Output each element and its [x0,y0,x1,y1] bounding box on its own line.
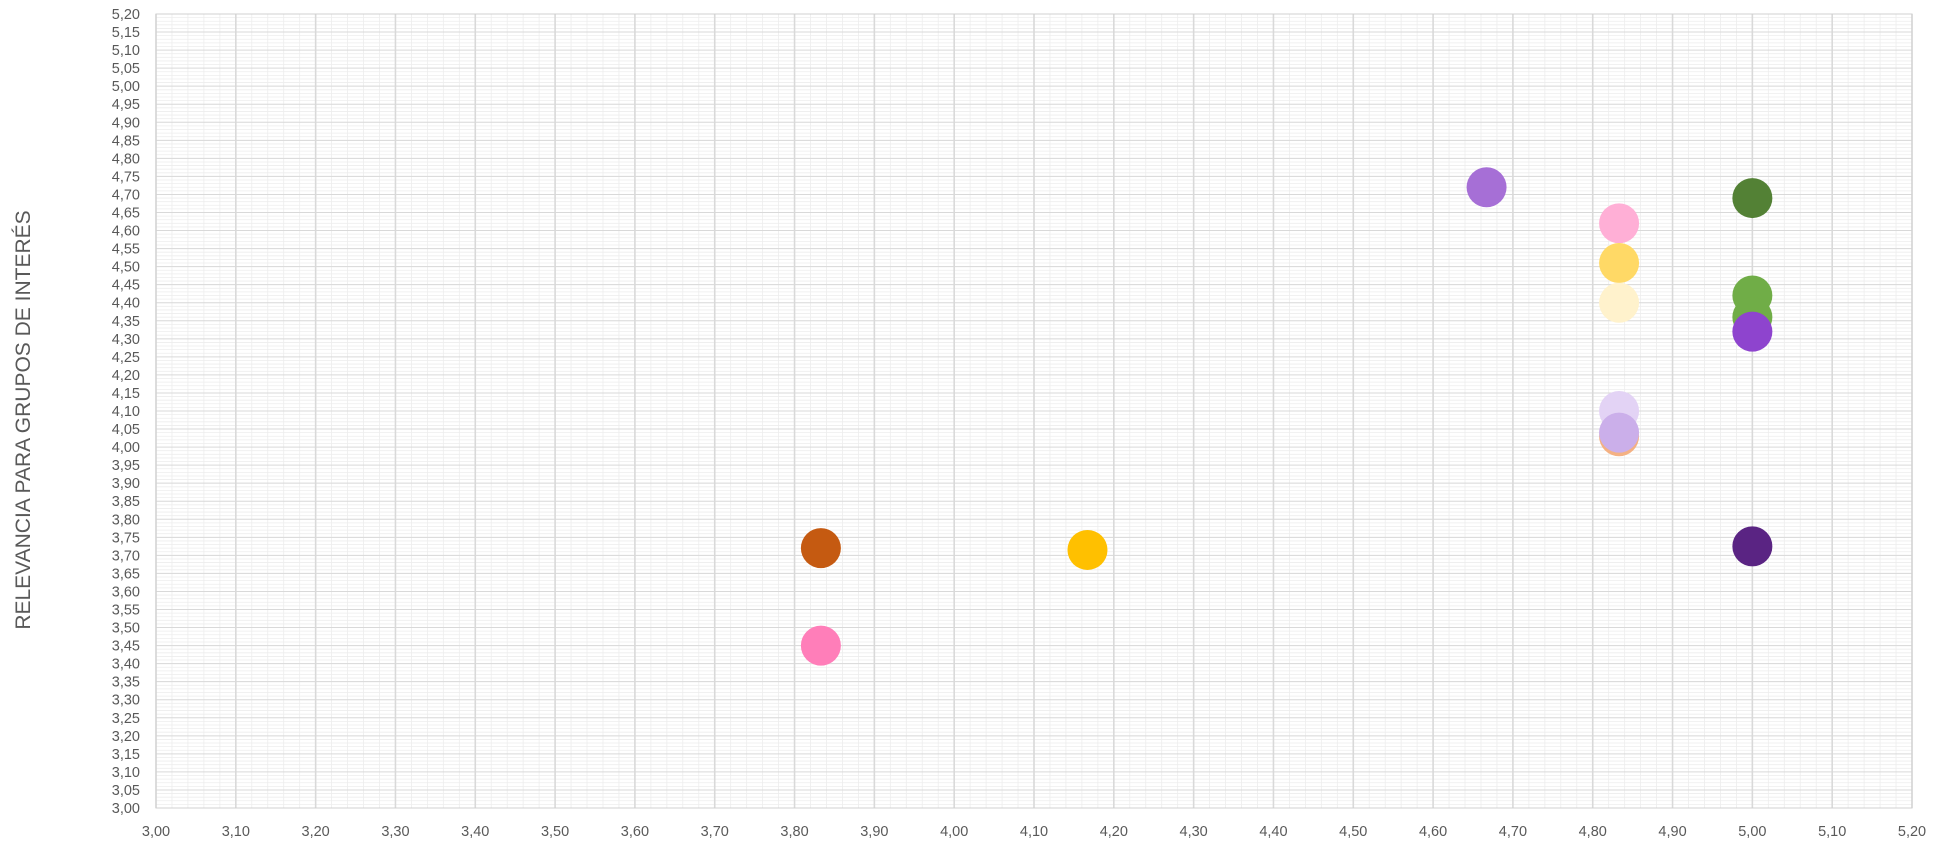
y-tick-label: 4,10 [112,404,140,420]
data-point[interactable] [1732,311,1773,352]
y-tick-label: 5,00 [112,79,140,95]
data-point[interactable] [1599,203,1640,244]
x-tick-label: 4,00 [940,824,968,840]
y-tick-label: 3,55 [112,603,140,619]
y-tick-label: 4,55 [112,242,140,258]
y-tick-label: 3,85 [112,494,140,510]
x-tick-label: 3,50 [541,824,569,840]
y-tick-label: 3,50 [112,621,140,637]
y-tick-label: 4,50 [112,260,140,276]
data-point[interactable] [1067,529,1108,570]
y-tick-label: 4,05 [112,422,140,438]
x-tick-label: 4,60 [1419,824,1447,840]
x-tick-label: 3,20 [302,824,330,840]
data-point[interactable] [800,528,841,569]
x-tick-label: 4,50 [1339,824,1367,840]
y-tick-label: 3,75 [112,530,140,546]
x-tick-label: 3,70 [701,824,729,840]
y-tick-label: 4,60 [112,224,140,240]
y-tick-label: 4,70 [112,187,140,203]
data-point[interactable] [1599,282,1640,323]
y-tick-label: 3,15 [112,747,140,763]
y-tick-label: 5,05 [112,61,140,77]
y-tick-label: 4,65 [112,206,140,222]
y-tick-label: 3,90 [112,476,140,492]
y-axis-tick-labels: 3,00 3,05 3,10 3,15 3,20 3,25 3,30 3,35 3,40 3,45… [112,7,140,817]
y-tick-label: 3,95 [112,458,140,474]
x-tick-label: 3,80 [780,824,808,840]
data-point[interactable] [1599,412,1640,453]
y-axis-title: RELEVANCIA PARA GRUPOS DE INTERÉS [12,210,35,629]
plot-area-border [155,13,1913,809]
x-tick-label: 3,90 [860,824,888,840]
y-tick-label: 4,25 [112,350,140,366]
y-tick-label: 3,00 [112,801,140,817]
y-tick-label: 3,25 [112,711,140,727]
x-tick-label: 3,60 [621,824,649,840]
y-tick-label: 3,05 [112,783,140,799]
data-points [800,167,1773,666]
y-tick-label: 4,45 [112,278,140,294]
y-tick-label: 3,30 [112,693,140,709]
y-tick-label: 3,10 [112,765,140,781]
data-point[interactable] [1599,243,1640,284]
y-tick-label: 4,75 [112,169,140,185]
y-tick-label: 4,85 [112,133,140,149]
y-tick-label: 5,10 [112,43,140,59]
x-tick-label: 3,30 [381,824,409,840]
data-point[interactable] [1732,526,1773,567]
y-tick-label: 3,60 [112,584,140,600]
x-tick-label: 5,00 [1738,824,1766,840]
x-tick-label: 4,10 [1020,824,1048,840]
x-tick-label: 4,20 [1100,824,1128,840]
y-tick-label: 3,70 [112,548,140,564]
x-tick-label: 4,80 [1579,824,1607,840]
x-tick-label: 4,90 [1658,824,1686,840]
data-point[interactable] [800,625,841,666]
x-tick-label: 3,40 [461,824,489,840]
x-axis-tick-labels: 3,00 3,10 3,20 3,30 3,40 3,50 3,60 3,70 3,80 3,90… [142,824,1926,840]
y-tick-label: 3,40 [112,657,140,673]
x-tick-label: 4,40 [1259,824,1287,840]
x-tick-label: 5,10 [1818,824,1846,840]
plot-border [155,13,1913,809]
y-tick-label: 4,95 [112,97,140,113]
x-tick-label: 3,10 [222,824,250,840]
data-point[interactable] [1732,178,1773,219]
x-tick-label: 5,20 [1898,824,1926,840]
y-tick-label: 5,15 [112,25,140,41]
y-tick-label: 3,35 [112,675,140,691]
y-tick-label: 5,20 [112,7,140,23]
y-tick-label: 3,80 [112,512,140,528]
x-tick-label: 4,70 [1499,824,1527,840]
x-tick-label: 4,30 [1180,824,1208,840]
y-tick-label: 4,90 [112,115,140,131]
y-tick-label: 3,20 [112,729,140,745]
y-tick-label: 4,40 [112,296,140,312]
y-tick-label: 4,35 [112,314,140,330]
y-tick-label: 4,30 [112,332,140,348]
data-point[interactable] [1466,167,1507,208]
y-tick-label: 3,65 [112,566,140,582]
x-tick-label: 3,00 [142,824,170,840]
y-tick-label: 3,45 [112,639,140,655]
y-tick-label: 4,00 [112,440,140,456]
y-tick-label: 4,15 [112,386,140,402]
y-tick-label: 4,20 [112,368,140,384]
y-tick-label: 4,80 [112,151,140,167]
